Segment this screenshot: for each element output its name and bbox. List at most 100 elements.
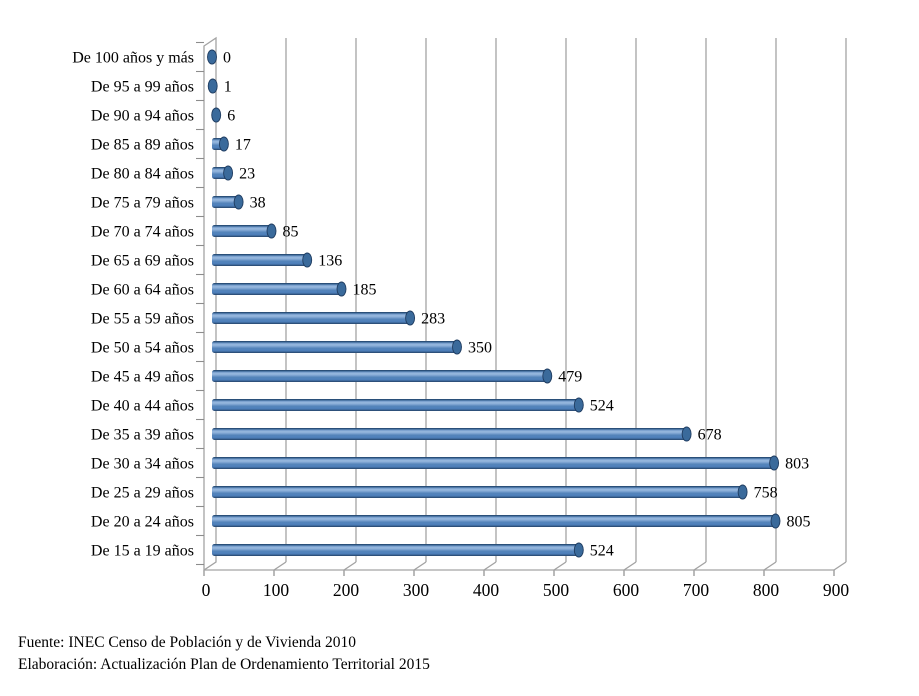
category-label: De 30 a 34 años (91, 456, 194, 473)
x-axis-tick-label: 900 (823, 580, 850, 600)
value-label: 803 (785, 456, 809, 473)
gridline-floor-jog (413, 561, 427, 571)
chart-bar-end-cap (233, 194, 244, 210)
x-axis-tick-label: 0 (202, 580, 211, 600)
gridline-floor-jog (623, 561, 637, 571)
x-axis-tick-label: 200 (333, 580, 360, 600)
bar-group (212, 339, 462, 355)
bar-group (212, 252, 313, 268)
value-label: 524 (590, 543, 614, 560)
bar-group (212, 165, 234, 181)
category-label: De 90 a 94 años (91, 108, 194, 125)
bar-group (211, 107, 222, 123)
value-label: 805 (787, 514, 811, 531)
gridline-floor-jog (343, 561, 357, 571)
category-label: De 40 a 44 años (91, 398, 194, 415)
chart-bar (212, 254, 308, 266)
chart-bar-end-cap (211, 107, 222, 123)
bar-group (212, 194, 244, 210)
chart-bar-end-cap (452, 339, 462, 355)
value-label: 678 (698, 427, 722, 444)
value-label: 23 (239, 166, 255, 183)
chart-bar-end-cap (207, 49, 217, 65)
bar-group (212, 281, 347, 297)
value-label: 136 (318, 253, 342, 270)
gridline-floor-jog (273, 561, 287, 571)
chart-bar-end-cap (405, 310, 416, 326)
bar-group (207, 49, 217, 65)
chart-bar-end-cap (769, 455, 780, 471)
category-label: De 65 a 69 años (91, 253, 194, 270)
bar-group (212, 310, 416, 326)
category-label: De 95 a 99 años (91, 79, 194, 96)
value-label: 283 (421, 311, 445, 328)
bar-group (207, 78, 218, 94)
value-label: 185 (353, 282, 377, 299)
value-label: 17 (235, 137, 251, 154)
value-label: 1 (224, 79, 232, 96)
chart-bar (212, 225, 272, 237)
chart-bar-end-cap (770, 513, 781, 529)
gridline-floor-jog (483, 561, 497, 571)
category-label: De 60 a 64 años (91, 282, 194, 299)
value-label: 38 (250, 195, 266, 212)
category-label: De 15 a 19 años (91, 543, 194, 560)
value-label: 524 (590, 398, 614, 415)
bar-group (212, 223, 277, 239)
gridline-floor-jog (553, 561, 567, 571)
bar-group (212, 368, 553, 384)
value-label: 0 (223, 50, 231, 67)
category-label: De 80 a 84 años (91, 166, 194, 183)
category-label: De 85 a 89 años (91, 137, 194, 154)
value-label: 479 (558, 369, 582, 386)
value-label: 350 (468, 340, 492, 357)
x-axis-tick-label: 300 (403, 580, 430, 600)
chart-footnotes: Fuente: INEC Censo de Población y de Viv… (18, 632, 430, 675)
chart-bar (212, 283, 342, 295)
bar-group (212, 136, 229, 152)
category-label: De 45 a 49 años (91, 369, 194, 386)
x-axis-tick-label: 400 (473, 580, 500, 600)
category-label: De 35 a 39 años (91, 427, 194, 444)
chart-bar-end-cap (207, 78, 218, 94)
value-label: 758 (754, 485, 778, 502)
category-label: De 55 a 59 años (91, 311, 194, 328)
chart-bar-end-cap (573, 397, 584, 413)
chart-bar-end-cap (336, 281, 347, 297)
chart-bar-end-cap (223, 165, 234, 181)
chart-bar-end-cap (681, 426, 692, 442)
bar-group (212, 397, 584, 413)
bar-group (212, 513, 781, 529)
category-label: De 25 a 29 años (91, 485, 194, 502)
source-note: Fuente: INEC Censo de Población y de Viv… (18, 634, 357, 651)
x-axis-tick-label: 500 (543, 580, 570, 600)
chart-bar (212, 312, 411, 324)
chart-bar-end-cap (737, 484, 748, 500)
chart-bar (212, 544, 579, 556)
category-label: De 50 a 54 años (91, 340, 194, 357)
chart-bar (212, 370, 548, 382)
bar-group (212, 455, 780, 471)
chart-bar (212, 196, 239, 208)
chart-canvas: 0 100 200 300 400 500 600 700 800 900 De 100 años … (72, 36, 850, 600)
chart-bar (212, 457, 775, 469)
age-distribution-chart: 0 100 200 300 400 500 600 700 800 900 De 100 años … (72, 36, 850, 600)
category-label: De 70 a 74 años (91, 224, 194, 241)
value-label: 6 (227, 108, 235, 125)
x-axis-tick-label: 800 (753, 580, 780, 600)
x-axis-tick-label: 600 (613, 580, 640, 600)
chart-bar-end-cap (302, 252, 313, 268)
chart-bar-end-cap (266, 223, 277, 239)
category-label: De 20 a 24 años (91, 514, 194, 531)
bar-group (212, 542, 584, 558)
chart-bar (212, 428, 687, 440)
chart-bar-end-cap (218, 136, 229, 152)
chart-bar (212, 515, 776, 527)
chart-bar (212, 341, 457, 353)
value-label: 85 (283, 224, 299, 241)
bar-group (212, 426, 692, 442)
elaboration-note: Elaboración: Actualización Plan de Orden… (18, 655, 430, 673)
chart-bar-end-cap (573, 542, 584, 558)
x-axis-tick-label: 700 (683, 580, 710, 600)
gridline-floor-jog (833, 561, 847, 571)
